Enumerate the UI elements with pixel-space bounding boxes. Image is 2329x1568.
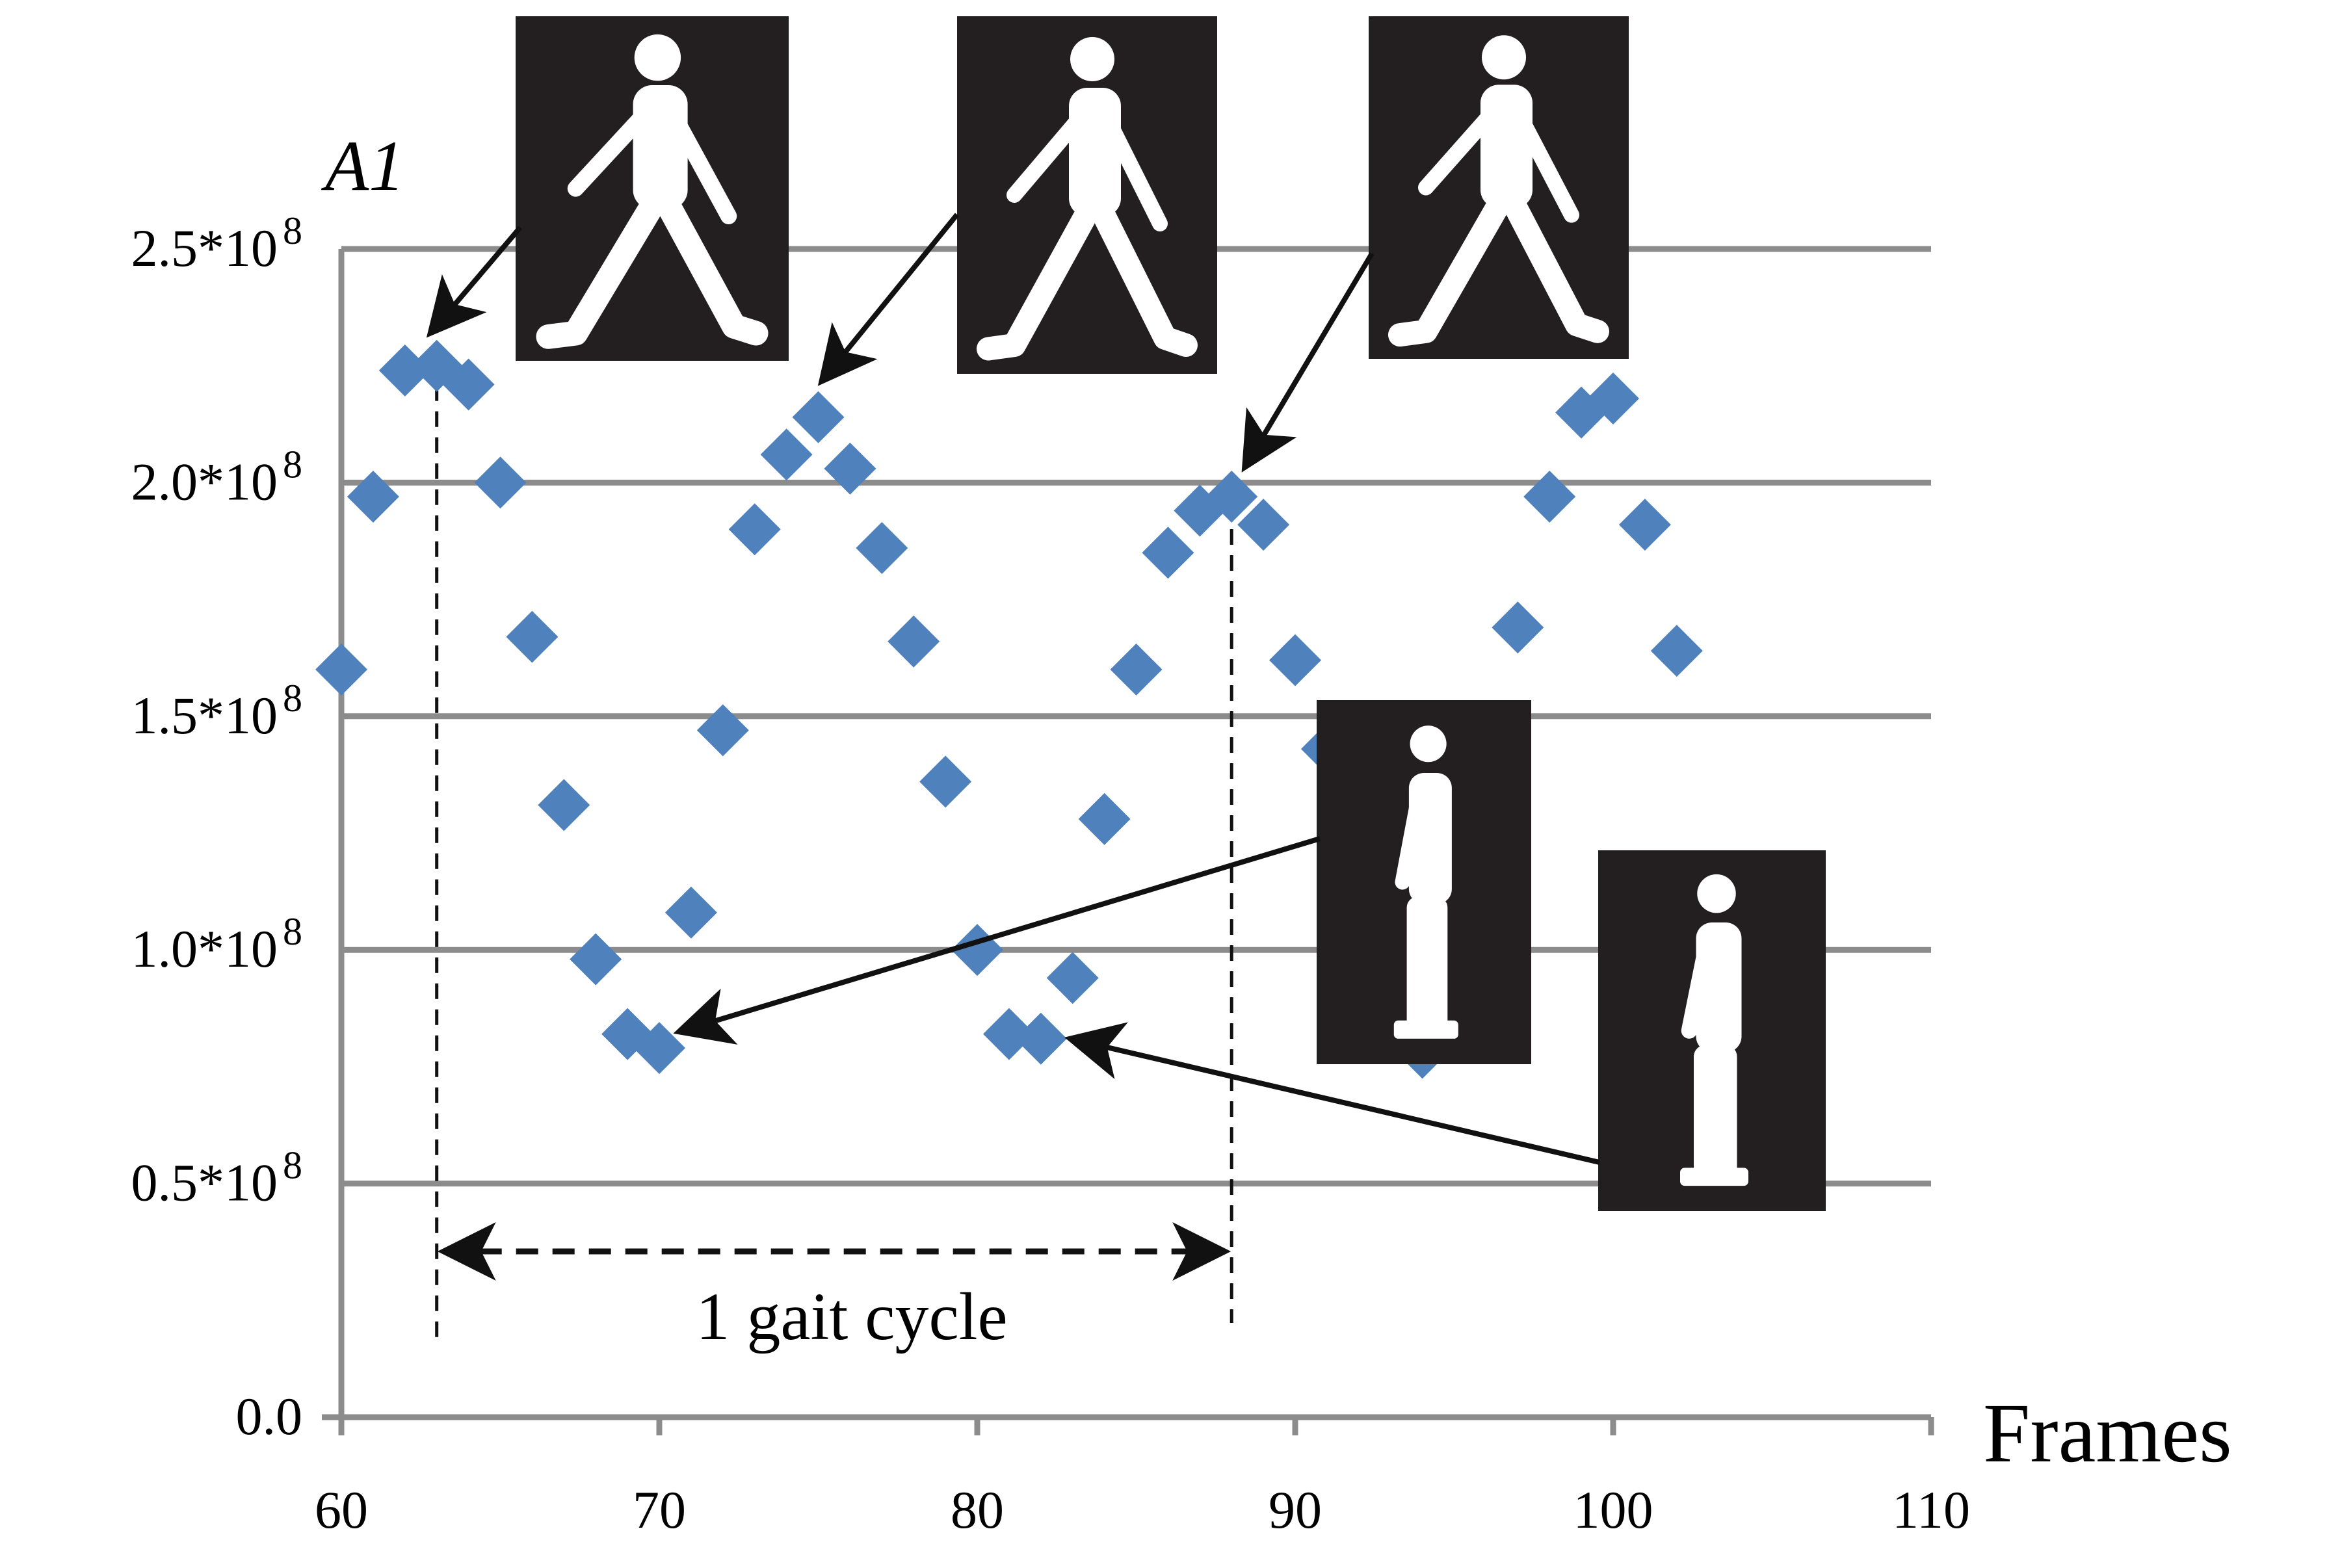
data-point — [315, 643, 367, 696]
x-tick-label: 100 — [1573, 1480, 1653, 1539]
silhouette-frame-82 — [1598, 850, 1826, 1211]
data-point — [1110, 643, 1163, 696]
arrow-to-frame-70 — [673, 836, 1321, 1045]
x-tick-label: 80 — [951, 1480, 1004, 1539]
gait-cycle-guides — [435, 385, 1233, 1346]
gait-cycle-label: 1 gait cycle — [696, 1279, 1007, 1354]
silhouette-thumbnails — [516, 16, 1826, 1211]
data-point — [474, 456, 527, 509]
arrow-to-frame-82 — [1064, 1022, 1600, 1165]
x-tick-label: 70 — [633, 1480, 686, 1539]
data-point — [664, 886, 717, 939]
data-point — [1587, 372, 1639, 425]
x-tick-label: 110 — [1892, 1480, 1970, 1539]
data-point — [919, 755, 972, 808]
silhouette-frame-63 — [516, 16, 789, 361]
data-point — [696, 704, 749, 757]
data-point — [760, 428, 813, 481]
data-point — [856, 522, 908, 575]
annotation-arrows — [426, 213, 1600, 1165]
arrow-to-frame-63 — [426, 226, 523, 338]
arrow-to-frame-88 — [1241, 252, 1375, 473]
data-point — [824, 442, 876, 495]
data-point — [538, 779, 590, 831]
y-axis-label: A1 — [321, 126, 404, 205]
data-point — [1205, 470, 1258, 523]
axes — [322, 249, 1934, 1435]
data-point — [570, 933, 622, 986]
data-point — [1046, 952, 1099, 1004]
y-tick-label: 2.5*10 8 — [131, 209, 303, 278]
data-point — [1269, 634, 1321, 686]
data-point — [1650, 625, 1703, 677]
data-point — [1237, 499, 1290, 551]
y-tick-label: 0.0 — [236, 1387, 303, 1446]
data-point — [633, 1022, 685, 1075]
data-point — [442, 358, 495, 411]
data-point — [347, 470, 399, 523]
tick-labels: 60 70 80 90 100 110 0.0 0.5*10 8 1.0*10 8 1.5*10 8 2.… — [131, 209, 1970, 1539]
data-point — [378, 344, 431, 397]
x-tick-label: 60 — [315, 1480, 368, 1539]
data-point — [1523, 470, 1576, 523]
y-tick-label: 1.0*10 8 — [131, 910, 303, 978]
y-tick-label: 1.5*10 8 — [131, 677, 303, 745]
x-tick-label: 90 — [1269, 1480, 1322, 1539]
x-axis-label: Frames — [1983, 1387, 2232, 1480]
data-point — [792, 391, 845, 443]
data-point — [1492, 601, 1544, 654]
silhouette-frame-88 — [1369, 16, 1629, 359]
arrow-to-frame-75 — [817, 213, 960, 386]
data-point — [1014, 1012, 1067, 1065]
silhouette-frame-75 — [957, 16, 1217, 374]
silhouette-frame-70 — [1317, 700, 1531, 1064]
data-point — [982, 1008, 1035, 1060]
data-point — [728, 503, 781, 556]
data-point — [506, 610, 559, 663]
data-point — [1618, 499, 1671, 551]
data-point — [888, 615, 940, 668]
data-point — [1142, 527, 1194, 579]
y-tick-label: 2.0*10 8 — [131, 443, 303, 511]
y-tick-label: 0.5*10 8 — [131, 1144, 303, 1212]
data-point — [1078, 792, 1131, 845]
